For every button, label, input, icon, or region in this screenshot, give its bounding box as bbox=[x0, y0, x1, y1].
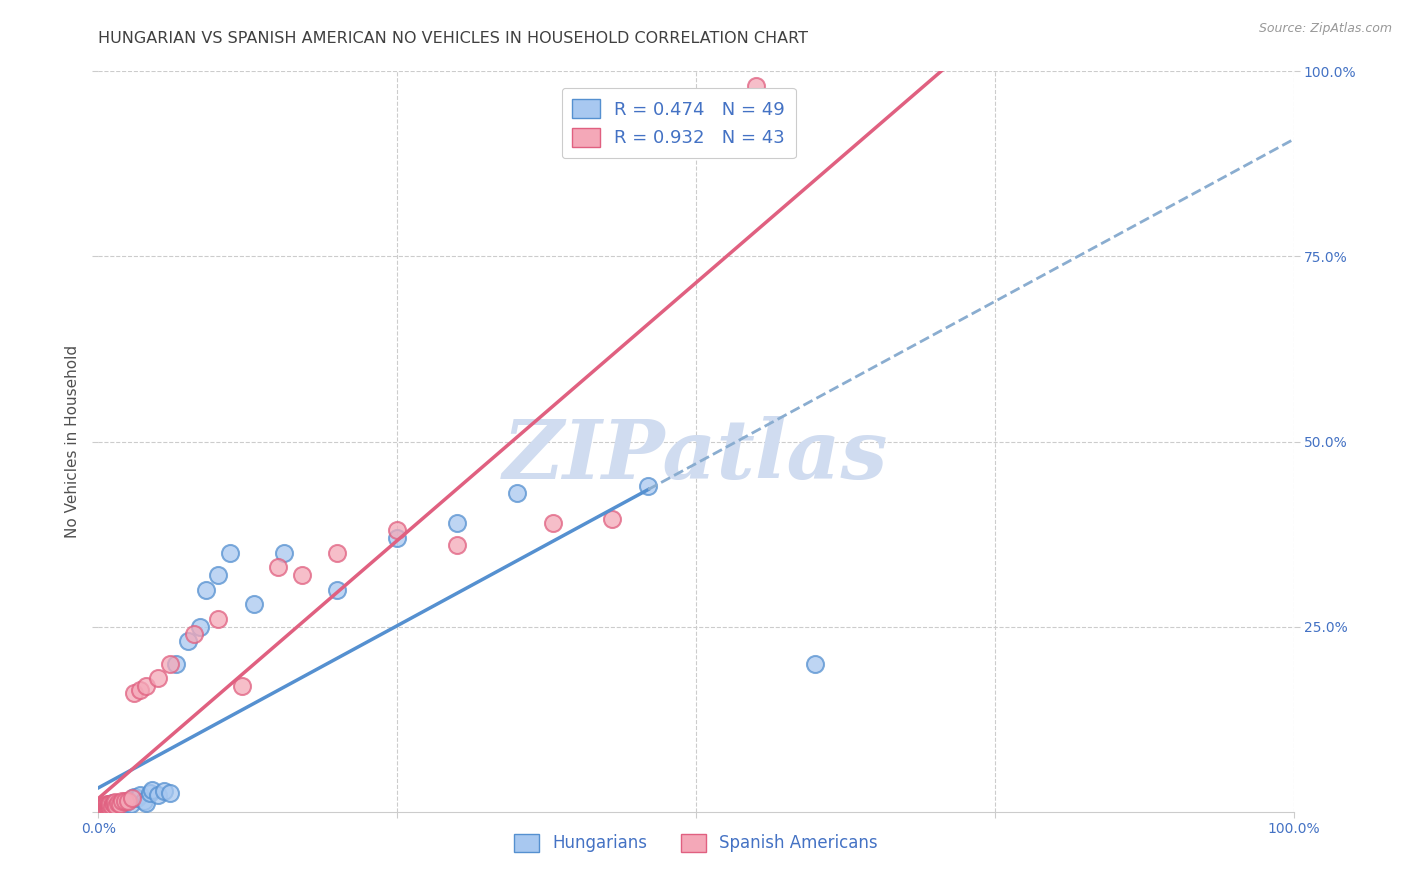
Point bbox=[91, 799, 114, 814]
Point bbox=[94, 798, 117, 813]
Point bbox=[183, 627, 205, 641]
Point bbox=[326, 546, 349, 560]
Point bbox=[135, 679, 157, 693]
Point bbox=[98, 801, 122, 815]
Point bbox=[132, 794, 155, 808]
Point bbox=[177, 634, 200, 648]
Point bbox=[98, 797, 121, 812]
Point bbox=[96, 797, 118, 812]
Point bbox=[104, 795, 127, 809]
Point bbox=[91, 801, 114, 815]
Point bbox=[124, 686, 146, 700]
Point bbox=[94, 802, 117, 816]
Point bbox=[105, 797, 128, 812]
Point bbox=[104, 798, 127, 813]
Point bbox=[159, 657, 181, 671]
Point bbox=[385, 531, 409, 545]
Point bbox=[98, 797, 121, 811]
Point bbox=[291, 567, 314, 582]
Point bbox=[94, 802, 117, 816]
Text: HUNGARIAN VS SPANISH AMERICAN NO VEHICLES IN HOUSEHOLD CORRELATION CHART: HUNGARIAN VS SPANISH AMERICAN NO VEHICLE… bbox=[98, 31, 808, 46]
Point bbox=[326, 582, 349, 597]
Point bbox=[97, 800, 120, 814]
Point bbox=[96, 800, 118, 814]
Point bbox=[267, 560, 290, 574]
Point bbox=[121, 791, 143, 805]
Point bbox=[141, 782, 163, 797]
Point bbox=[148, 789, 170, 803]
Point bbox=[100, 796, 122, 810]
Point bbox=[97, 798, 120, 813]
Point bbox=[105, 798, 128, 813]
Point bbox=[93, 798, 115, 813]
Point bbox=[98, 799, 121, 814]
Point bbox=[243, 598, 266, 612]
Point bbox=[98, 799, 121, 814]
Point bbox=[745, 79, 768, 94]
Y-axis label: No Vehicles in Household: No Vehicles in Household bbox=[65, 345, 80, 538]
Point bbox=[98, 798, 122, 813]
Point bbox=[188, 619, 211, 633]
Legend: Hungarians, Spanish Americans: Hungarians, Spanish Americans bbox=[508, 827, 884, 859]
Point bbox=[108, 797, 131, 812]
Point bbox=[107, 798, 129, 813]
Point bbox=[114, 794, 136, 808]
Point bbox=[153, 784, 176, 798]
Point bbox=[446, 516, 468, 530]
Point bbox=[117, 794, 139, 808]
Point bbox=[129, 789, 152, 803]
Point bbox=[124, 789, 146, 804]
Text: ZIPatlas: ZIPatlas bbox=[503, 417, 889, 496]
Point bbox=[98, 797, 122, 812]
Point bbox=[273, 546, 295, 560]
Point bbox=[91, 802, 114, 816]
Point bbox=[103, 797, 125, 812]
Point bbox=[96, 798, 118, 813]
Point bbox=[94, 798, 117, 813]
Point bbox=[93, 800, 115, 814]
Point bbox=[93, 801, 115, 815]
Point bbox=[541, 516, 564, 530]
Point bbox=[100, 798, 122, 813]
Point bbox=[219, 546, 242, 560]
Point bbox=[107, 796, 129, 810]
Point bbox=[602, 512, 624, 526]
Point bbox=[120, 797, 142, 812]
Point bbox=[195, 582, 218, 597]
Point bbox=[446, 538, 468, 552]
Point bbox=[96, 799, 118, 814]
Point bbox=[125, 791, 148, 805]
Point bbox=[207, 567, 229, 582]
Point bbox=[105, 796, 128, 810]
Point bbox=[108, 797, 131, 812]
Point bbox=[207, 612, 229, 626]
Point bbox=[117, 794, 139, 808]
Point bbox=[139, 786, 162, 800]
Point bbox=[114, 796, 136, 810]
Point bbox=[135, 796, 157, 810]
Point bbox=[101, 801, 124, 815]
Point bbox=[148, 672, 170, 686]
Point bbox=[111, 800, 134, 814]
Text: Source: ZipAtlas.com: Source: ZipAtlas.com bbox=[1258, 22, 1392, 36]
Point bbox=[231, 679, 253, 693]
Point bbox=[506, 486, 529, 500]
Point bbox=[111, 794, 134, 808]
Point bbox=[97, 801, 120, 815]
Point bbox=[100, 799, 122, 814]
Point bbox=[129, 682, 152, 697]
Point bbox=[96, 801, 118, 815]
Point bbox=[103, 800, 125, 814]
Point bbox=[91, 801, 114, 815]
Point bbox=[637, 479, 659, 493]
Point bbox=[385, 524, 409, 538]
Point bbox=[159, 786, 181, 800]
Point bbox=[101, 796, 124, 810]
Point bbox=[97, 798, 120, 813]
Point bbox=[98, 800, 122, 814]
Point bbox=[804, 657, 827, 671]
Point bbox=[165, 657, 187, 671]
